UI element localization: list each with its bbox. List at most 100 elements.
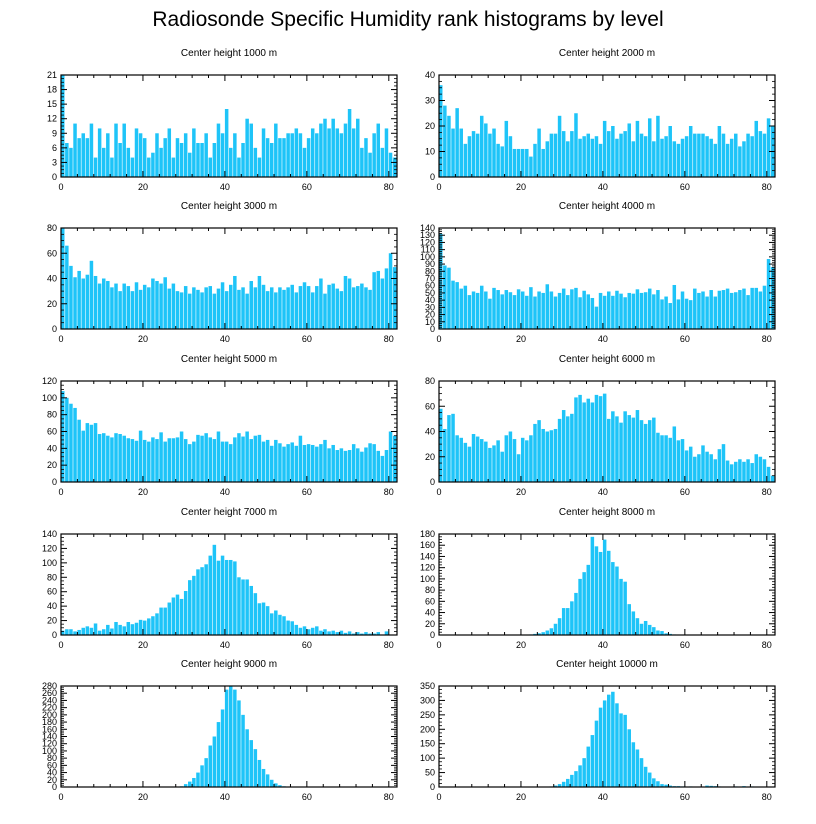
bar xyxy=(188,152,192,177)
bar xyxy=(138,430,143,482)
bar xyxy=(327,631,331,635)
bar xyxy=(237,157,241,177)
bar xyxy=(306,444,311,483)
bar xyxy=(701,291,705,329)
bar xyxy=(204,758,208,787)
bar xyxy=(65,629,69,635)
bar xyxy=(705,785,709,787)
bar xyxy=(455,108,459,177)
bar-group xyxy=(61,75,397,177)
bar xyxy=(529,435,533,482)
y-tick-label: 180 xyxy=(42,717,57,727)
y-tick-label: 260 xyxy=(42,688,57,698)
bar xyxy=(643,292,648,329)
bar xyxy=(570,601,574,635)
bar xyxy=(142,284,147,329)
bar xyxy=(335,632,340,635)
bar xyxy=(693,456,697,482)
x-tick-label: 20 xyxy=(516,640,526,650)
y-tick-label: 70 xyxy=(425,274,435,284)
bar xyxy=(392,157,397,177)
bar-group xyxy=(61,391,397,483)
bar xyxy=(335,128,340,177)
bar xyxy=(290,621,294,635)
figure-title: Radiosonde Specific Humidity rank histog… xyxy=(152,8,664,31)
bar xyxy=(73,277,77,329)
bar xyxy=(668,437,672,482)
bar xyxy=(151,278,155,329)
bar xyxy=(725,460,730,482)
bar xyxy=(69,265,73,330)
bar xyxy=(582,402,586,482)
bar xyxy=(261,602,266,635)
bar xyxy=(516,148,521,177)
bar xyxy=(229,559,233,635)
bar xyxy=(623,714,627,787)
bar xyxy=(602,120,607,177)
bar xyxy=(615,138,619,177)
bar xyxy=(97,283,102,329)
x-tick-label: 0 xyxy=(436,640,441,650)
x-tick-label: 40 xyxy=(220,182,230,192)
bar xyxy=(380,455,385,482)
bar xyxy=(351,633,356,635)
bar xyxy=(619,293,623,329)
x-tick-label: 60 xyxy=(302,182,312,192)
bar xyxy=(93,275,98,329)
bar xyxy=(343,450,348,482)
bar xyxy=(253,147,258,177)
bar xyxy=(643,766,648,787)
y-tick-label: 0 xyxy=(52,782,57,792)
bar xyxy=(356,632,360,635)
bar xyxy=(537,633,541,635)
bar xyxy=(261,768,266,787)
x-tick-label: 80 xyxy=(762,640,772,650)
bar xyxy=(364,447,368,482)
bar xyxy=(101,278,106,329)
bar xyxy=(508,136,513,177)
bar xyxy=(553,428,558,482)
bar xyxy=(294,128,299,177)
bar xyxy=(241,436,245,482)
bar xyxy=(488,298,492,329)
bar xyxy=(566,778,570,787)
bar xyxy=(335,288,340,329)
y-tick-label: 100 xyxy=(42,558,57,568)
bar xyxy=(619,133,623,177)
bar xyxy=(537,420,541,482)
bar xyxy=(229,284,233,329)
y-tick-label: 60 xyxy=(425,596,435,606)
x-tick-label: 40 xyxy=(220,640,230,650)
bar xyxy=(282,446,286,482)
bar xyxy=(298,627,303,635)
y-tick-label: 220 xyxy=(42,703,57,713)
bar xyxy=(439,408,443,482)
bar xyxy=(89,123,94,177)
bar xyxy=(269,287,274,329)
bar xyxy=(220,709,225,787)
bar xyxy=(475,436,480,482)
bar xyxy=(151,152,155,177)
bar xyxy=(660,138,664,177)
bar xyxy=(557,618,562,635)
panel-title: Center height 3000 m xyxy=(181,201,277,212)
bar xyxy=(356,448,360,482)
bar xyxy=(693,288,697,329)
panel-title: Center height 1000 m xyxy=(181,48,277,59)
bar xyxy=(574,771,578,787)
bar xyxy=(631,417,636,482)
bar xyxy=(249,740,253,787)
y-tick-label: 100 xyxy=(420,753,435,763)
bar xyxy=(380,278,385,329)
y-tick-label: 350 xyxy=(420,681,435,691)
bar xyxy=(253,287,258,329)
bar xyxy=(516,289,521,329)
bar xyxy=(241,579,245,635)
x-tick-label: 80 xyxy=(762,334,772,344)
bar xyxy=(110,157,114,177)
bar xyxy=(167,438,172,482)
bar xyxy=(237,577,241,635)
bar xyxy=(676,143,681,177)
bar xyxy=(758,291,763,329)
bar xyxy=(557,784,562,787)
